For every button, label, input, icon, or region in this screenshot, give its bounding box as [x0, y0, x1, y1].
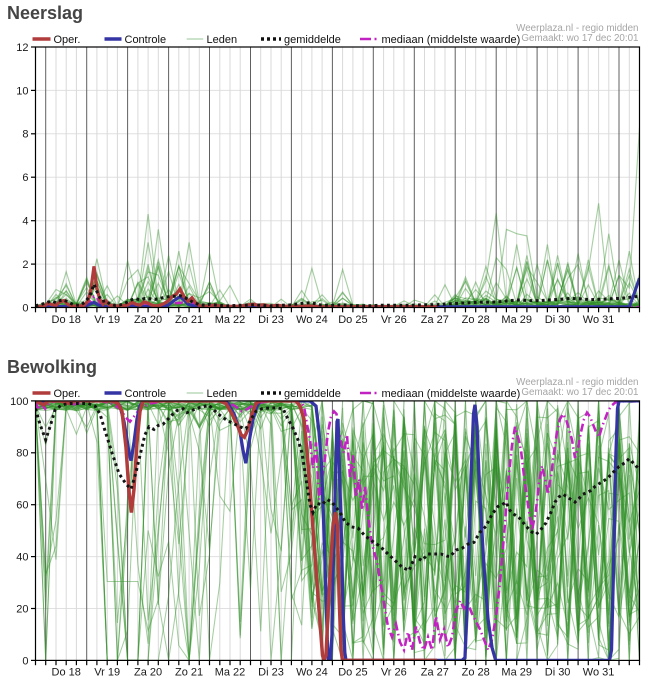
- svg-text:Za 27: Za 27: [421, 314, 449, 326]
- svg-text:Vr 26: Vr 26: [381, 314, 407, 326]
- svg-text:10: 10: [16, 85, 28, 97]
- svg-text:Zo 21: Zo 21: [175, 314, 203, 326]
- svg-text:Controle: Controle: [125, 34, 167, 46]
- svg-text:0: 0: [22, 302, 28, 314]
- svg-text:Wo 24: Wo 24: [296, 314, 328, 326]
- svg-text:mediaan (middelste waarde): mediaan (middelste waarde): [382, 388, 521, 400]
- svg-text:Oper.: Oper.: [54, 388, 81, 400]
- svg-text:Za 20: Za 20: [134, 314, 162, 326]
- svg-text:40: 40: [16, 552, 28, 564]
- svg-text:Leden: Leden: [207, 388, 238, 400]
- svg-text:Leden: Leden: [207, 34, 238, 46]
- svg-text:Di 30: Di 30: [545, 314, 571, 326]
- svg-text:Ma 22: Ma 22: [215, 314, 246, 326]
- svg-text:Oper.: Oper.: [54, 34, 81, 46]
- svg-text:Vr 19: Vr 19: [94, 314, 120, 326]
- svg-text:Controle: Controle: [125, 388, 167, 400]
- svg-text:Wo 31: Wo 31: [583, 314, 615, 326]
- svg-text:100: 100: [10, 396, 28, 408]
- svg-text:Weerplaza.nl - regio midden: Weerplaza.nl - regio midden: [516, 23, 638, 34]
- svg-text:80: 80: [16, 448, 28, 460]
- svg-text:Gemaakt: wo 17 dec 20:01: Gemaakt: wo 17 dec 20:01: [521, 387, 638, 398]
- svg-text:Zo 21: Zo 21: [175, 667, 203, 679]
- svg-text:Ma 29: Ma 29: [501, 314, 532, 326]
- svg-text:mediaan (middelste waarde): mediaan (middelste waarde): [382, 34, 521, 46]
- svg-text:8: 8: [22, 129, 28, 141]
- svg-text:Wo 31: Wo 31: [583, 667, 615, 679]
- svg-text:Za 20: Za 20: [134, 667, 162, 679]
- svg-text:Ma 29: Ma 29: [501, 667, 532, 679]
- svg-text:gemiddelde: gemiddelde: [284, 388, 341, 400]
- svg-text:Di 23: Di 23: [258, 314, 284, 326]
- svg-text:Di 30: Di 30: [545, 667, 571, 679]
- svg-text:Vr 26: Vr 26: [381, 667, 407, 679]
- svg-text:0: 0: [22, 655, 28, 667]
- svg-text:Weerplaza.nl - regio midden: Weerplaza.nl - regio midden: [516, 377, 638, 388]
- svg-text:Ma 22: Ma 22: [215, 667, 246, 679]
- svg-text:2: 2: [22, 259, 28, 271]
- svg-text:6: 6: [22, 172, 28, 184]
- svg-text:Bewolking: Bewolking: [7, 357, 97, 377]
- svg-text:Do 18: Do 18: [52, 314, 81, 326]
- svg-text:Zo 28: Zo 28: [462, 667, 490, 679]
- svg-text:gemiddelde: gemiddelde: [284, 34, 341, 46]
- svg-text:Neerslag: Neerslag: [7, 3, 83, 23]
- svg-text:Do 25: Do 25: [338, 314, 367, 326]
- svg-text:4: 4: [22, 216, 28, 228]
- svg-text:Za 27: Za 27: [421, 667, 449, 679]
- svg-text:Wo 24: Wo 24: [296, 667, 328, 679]
- svg-text:Vr 19: Vr 19: [94, 667, 120, 679]
- svg-text:12: 12: [16, 42, 28, 54]
- svg-text:60: 60: [16, 500, 28, 512]
- svg-text:Di 23: Di 23: [258, 667, 284, 679]
- svg-text:Do 18: Do 18: [52, 667, 81, 679]
- svg-text:Do 25: Do 25: [338, 667, 367, 679]
- svg-text:Zo 28: Zo 28: [462, 314, 490, 326]
- svg-text:Gemaakt: wo 17 dec 20:01: Gemaakt: wo 17 dec 20:01: [521, 33, 638, 44]
- svg-text:20: 20: [16, 603, 28, 615]
